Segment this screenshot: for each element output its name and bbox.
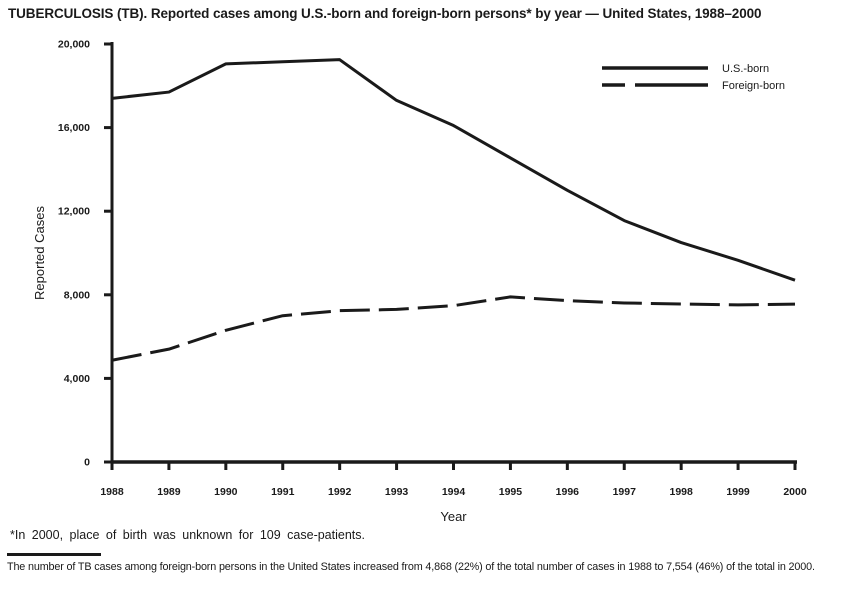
footnote: *In 2000, place of birth was unknown for…: [10, 528, 365, 542]
y-tick-label: 16,000: [58, 122, 90, 134]
x-tick-label: 1995: [499, 486, 523, 498]
y-tick-label: 20,000: [58, 39, 90, 51]
y-axis-title: Reported Cases: [32, 206, 47, 300]
x-tick-label: 1996: [556, 486, 580, 498]
y-tick-label: 0: [84, 457, 90, 469]
x-tick-label: 1993: [385, 486, 409, 498]
u-s-born-line: [111, 58, 796, 282]
y-tick-label: 8,000: [64, 289, 90, 301]
x-tick-label: 1997: [613, 486, 637, 498]
legend-label-foreign-born: Foreign-born: [722, 80, 785, 92]
x-axis-title: Year: [440, 509, 467, 524]
bottom-note: The number of TB cases among foreign-bor…: [7, 561, 815, 573]
x-tick-label: 1988: [100, 486, 124, 498]
x-tick-label: 1998: [669, 486, 693, 498]
divider-rule: [7, 553, 101, 556]
page-title: TUBERCULOSIS (TB). Reported cases among …: [8, 6, 762, 21]
legend-label-u-s-born: U.S.-born: [722, 63, 769, 75]
x-tick-label: 2000: [783, 486, 807, 498]
x-tick-label: 1999: [726, 486, 750, 498]
y-tick-label: 4,000: [64, 373, 90, 385]
x-tick-label: 1992: [328, 486, 352, 498]
y-tick-label: 12,000: [58, 206, 90, 218]
x-tick-label: 1991: [271, 486, 295, 498]
x-tick-label: 1989: [157, 486, 181, 498]
foreign-born-line: [111, 295, 796, 362]
tb-line-chart: 0 4,000 8,000 12,000 16,000 20,000 1988 1989 199…: [32, 39, 807, 525]
x-tick-label: 1990: [214, 486, 238, 498]
x-tick-label: 1994: [442, 486, 466, 498]
